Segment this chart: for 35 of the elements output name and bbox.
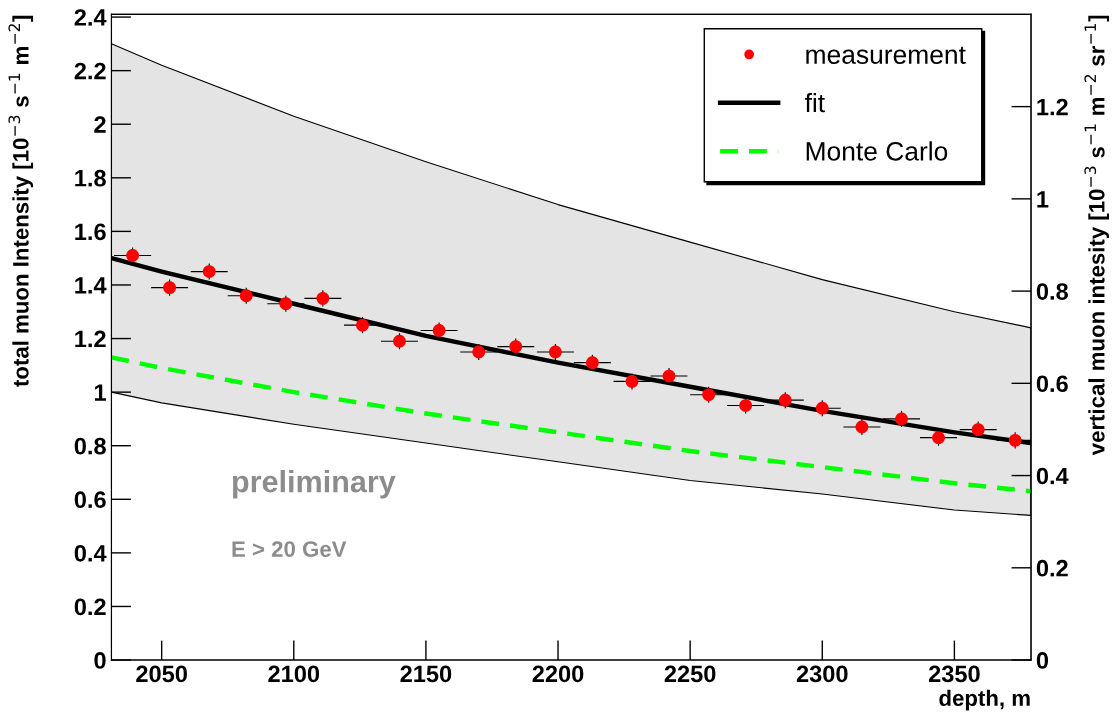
annotation: E > 20 GeV xyxy=(232,541,347,557)
x-tick-label: 2150 xyxy=(400,665,452,683)
x-tick-label: 2350 xyxy=(928,665,980,683)
x-tick-label: 2100 xyxy=(268,665,320,683)
y2-tick-label: 0.6 xyxy=(1036,375,1068,393)
legend-label: fit xyxy=(804,92,825,113)
y-tick-label: 0 xyxy=(94,652,106,669)
x-axis-title: depth, m xyxy=(939,689,1030,711)
y-tick-label: 1.8 xyxy=(75,169,106,187)
y-tick-label: 1.2 xyxy=(75,330,106,348)
y-axis-title: total muon Intensity [10$^{−3}$ s$^{−1}$ m$^{−2}$] xyxy=(8,15,34,387)
y-tick-label: 1.6 xyxy=(75,223,106,241)
y-tick-label: 1.4 xyxy=(75,277,107,294)
y-tick-label: 0.6 xyxy=(74,491,106,509)
y2-tick-label: 0.8 xyxy=(1036,283,1068,300)
legend-label: measurement xyxy=(806,46,966,64)
y-tick-label: 2.2 xyxy=(74,62,106,80)
y2-tick-label: 1.2 xyxy=(1037,98,1068,116)
annotation: preliminary xyxy=(233,470,396,499)
y-tick-label: 2.4 xyxy=(74,9,107,26)
y-tick-label: 2 xyxy=(94,116,106,133)
y-tick-label: 1 xyxy=(94,384,106,401)
x-tick-label: 2200 xyxy=(532,665,584,683)
y-tick-label: 0.2 xyxy=(74,598,106,616)
y2-tick-label: 0.2 xyxy=(1036,559,1068,577)
y2-tick-label: 0.4 xyxy=(1036,467,1069,485)
legend-label: Monte Carlo xyxy=(806,141,948,161)
x-tick-label: 2050 xyxy=(136,665,187,683)
text: vertical muon intesity [10$^{−3}$ s$^{−1}$ m$^{−2}$ sr$^{−1}$] xyxy=(1084,15,1110,456)
y-tick-label: 0.4 xyxy=(74,544,107,562)
y2-tick-label: 0 xyxy=(1036,652,1049,669)
y-tick-label: 0.8 xyxy=(74,437,106,455)
y2-tick-label: 1 xyxy=(1037,191,1049,208)
x-tick-label: 2250 xyxy=(664,665,716,683)
x-tick-label: 2300 xyxy=(796,665,848,683)
